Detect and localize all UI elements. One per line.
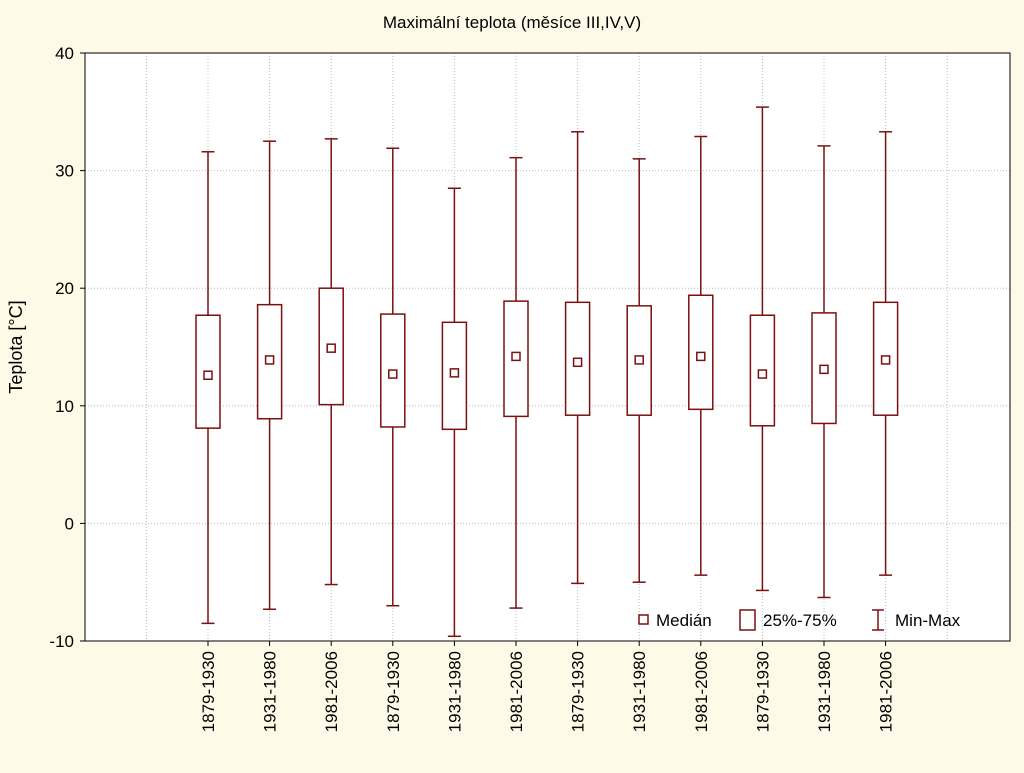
legend-whisker-label: Min-Max bbox=[895, 611, 961, 630]
x-tick-label: 1981-2006 bbox=[877, 651, 896, 732]
median-marker bbox=[264, 355, 275, 365]
median-marker bbox=[819, 364, 829, 375]
x-tick-label: 1981-2006 bbox=[322, 651, 341, 732]
median-marker bbox=[757, 369, 768, 379]
x-tick-label: 1931-1980 bbox=[261, 651, 280, 732]
plot-background bbox=[85, 53, 1010, 641]
y-tick-label: 30 bbox=[55, 162, 74, 181]
x-tick-label: 1931-1980 bbox=[815, 651, 834, 732]
legend: Medián 25%-75% Min-Max bbox=[638, 609, 961, 631]
x-tick-label: 1981-2006 bbox=[692, 651, 711, 732]
iqr-box bbox=[195, 314, 221, 429]
median-marker bbox=[696, 351, 706, 362]
plot-frame bbox=[84, 52, 1011, 642]
legend-median-label: Medián bbox=[656, 611, 712, 630]
y-tick-label: 20 bbox=[55, 279, 74, 298]
iqr-box bbox=[749, 314, 776, 427]
x-tick-label: 1879-1930 bbox=[569, 651, 588, 732]
y-tick-label: -10 bbox=[49, 632, 74, 651]
y-tick-label: 0 bbox=[65, 514, 74, 533]
median-marker bbox=[388, 369, 398, 379]
x-tick-label: 1931-1980 bbox=[630, 651, 649, 732]
iqr-box bbox=[811, 312, 837, 425]
y-axis-label: Teplota [°C] bbox=[6, 300, 26, 393]
legend-box-label: 25%-75% bbox=[763, 611, 837, 630]
median-marker bbox=[880, 355, 891, 365]
y-tick-label: 40 bbox=[55, 44, 74, 63]
plot-area: -10 0 10 20 30 40 1879-1930 1931-1980 1981-2006 1… bbox=[49, 44, 1011, 732]
x-tick-label: 1981-2006 bbox=[507, 651, 526, 732]
x-tick-label: 1879-1930 bbox=[753, 651, 772, 732]
legend-median-marker bbox=[638, 614, 649, 625]
median-marker bbox=[449, 368, 460, 378]
legend-box-marker bbox=[739, 609, 756, 631]
x-tick-label: 1879-1930 bbox=[384, 651, 403, 732]
median-marker bbox=[203, 370, 213, 380]
x-tick-label: 1879-1930 bbox=[199, 651, 218, 732]
x-tick-label: 1931-1980 bbox=[445, 651, 464, 732]
y-tick-label: 10 bbox=[55, 397, 74, 416]
median-marker bbox=[326, 343, 336, 353]
median-marker bbox=[511, 351, 521, 362]
median-marker bbox=[634, 355, 644, 365]
median-marker bbox=[572, 357, 583, 368]
chart-title: Maximální teplota (měsíce III,IV,V) bbox=[383, 13, 641, 32]
